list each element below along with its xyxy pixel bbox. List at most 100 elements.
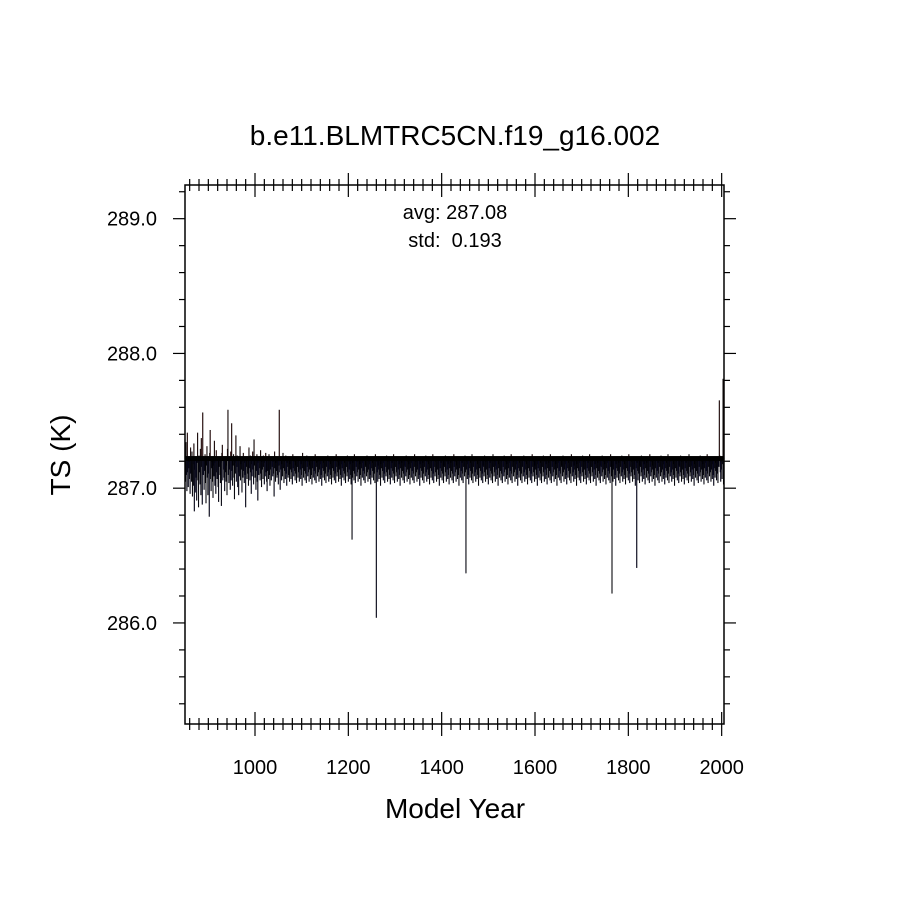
bar xyxy=(609,458,611,484)
bar xyxy=(627,458,629,481)
bar xyxy=(190,458,193,482)
bar xyxy=(392,458,394,481)
bar xyxy=(420,458,422,478)
bar xyxy=(424,458,426,477)
bar xyxy=(459,458,461,478)
bar xyxy=(253,458,255,485)
bar xyxy=(644,458,646,485)
bar xyxy=(433,458,435,484)
bar xyxy=(384,458,386,484)
y-tick-labels: 286.0 287.0 288.0 289.0 xyxy=(107,209,157,635)
y-tick-label: 287.0 xyxy=(107,478,157,500)
bar xyxy=(253,439,255,459)
bar xyxy=(245,458,247,508)
bar xyxy=(659,458,662,477)
bar xyxy=(543,458,545,482)
bar xyxy=(445,458,447,482)
bar xyxy=(191,458,194,497)
bar xyxy=(426,458,428,482)
bar xyxy=(588,458,590,481)
bar xyxy=(673,458,676,486)
bar xyxy=(260,458,263,488)
bar xyxy=(367,458,369,482)
bar xyxy=(522,458,524,477)
bar xyxy=(491,458,494,484)
bar xyxy=(582,458,585,482)
bar xyxy=(511,458,513,484)
bar xyxy=(276,458,278,478)
bar xyxy=(720,458,722,482)
bar xyxy=(194,458,196,493)
bar xyxy=(287,458,289,478)
bar xyxy=(538,458,540,478)
bar xyxy=(550,458,552,484)
bar xyxy=(687,458,690,484)
bar xyxy=(342,458,344,478)
bar xyxy=(326,458,328,477)
bar xyxy=(598,458,600,481)
bar xyxy=(703,458,705,485)
bar xyxy=(186,458,188,492)
bar xyxy=(278,409,280,459)
bar xyxy=(475,458,477,482)
bar xyxy=(679,458,681,477)
bar xyxy=(546,458,548,485)
bar xyxy=(451,458,453,481)
bar xyxy=(372,458,375,481)
bar xyxy=(563,458,565,482)
bar xyxy=(207,458,209,496)
bar xyxy=(507,458,509,485)
bar xyxy=(389,458,391,485)
bar xyxy=(378,458,380,480)
bar xyxy=(241,458,243,493)
bar xyxy=(242,458,244,478)
x-tick-label: 1400 xyxy=(419,757,464,779)
bar xyxy=(346,458,348,477)
bar xyxy=(648,458,650,484)
bar xyxy=(228,458,230,484)
bar xyxy=(462,458,464,484)
bar xyxy=(347,458,349,482)
bar xyxy=(239,458,241,477)
bar xyxy=(671,458,673,482)
bar xyxy=(220,458,222,506)
bar xyxy=(381,458,383,478)
bar xyxy=(713,458,715,486)
bar xyxy=(463,458,466,477)
bar xyxy=(262,458,264,480)
baseline-band xyxy=(185,456,724,462)
baseline-line xyxy=(185,456,724,462)
bar xyxy=(529,458,531,481)
bar xyxy=(566,458,568,485)
bar xyxy=(192,458,194,486)
bar xyxy=(658,458,660,484)
bar xyxy=(619,458,621,484)
bar xyxy=(270,458,272,481)
bar xyxy=(456,458,459,480)
bar xyxy=(519,458,522,481)
bar xyxy=(354,458,356,484)
bar xyxy=(524,458,526,482)
bar xyxy=(503,458,505,477)
bar xyxy=(514,458,516,482)
bar xyxy=(353,458,355,481)
bar xyxy=(399,458,401,486)
bar xyxy=(470,458,473,481)
bar xyxy=(706,458,708,481)
bar xyxy=(360,458,362,486)
bar xyxy=(697,458,699,484)
bar xyxy=(647,458,649,481)
plot-frame xyxy=(184,184,725,725)
bar xyxy=(283,458,285,484)
bar xyxy=(477,458,480,486)
bar xyxy=(622,458,624,482)
bar xyxy=(273,458,275,497)
bar xyxy=(213,440,215,459)
bar xyxy=(208,458,210,517)
avg-annotation: avg: 287.08 xyxy=(403,202,508,224)
bar xyxy=(328,458,330,482)
bar xyxy=(295,458,298,484)
bar xyxy=(201,458,203,505)
bar xyxy=(605,458,607,485)
